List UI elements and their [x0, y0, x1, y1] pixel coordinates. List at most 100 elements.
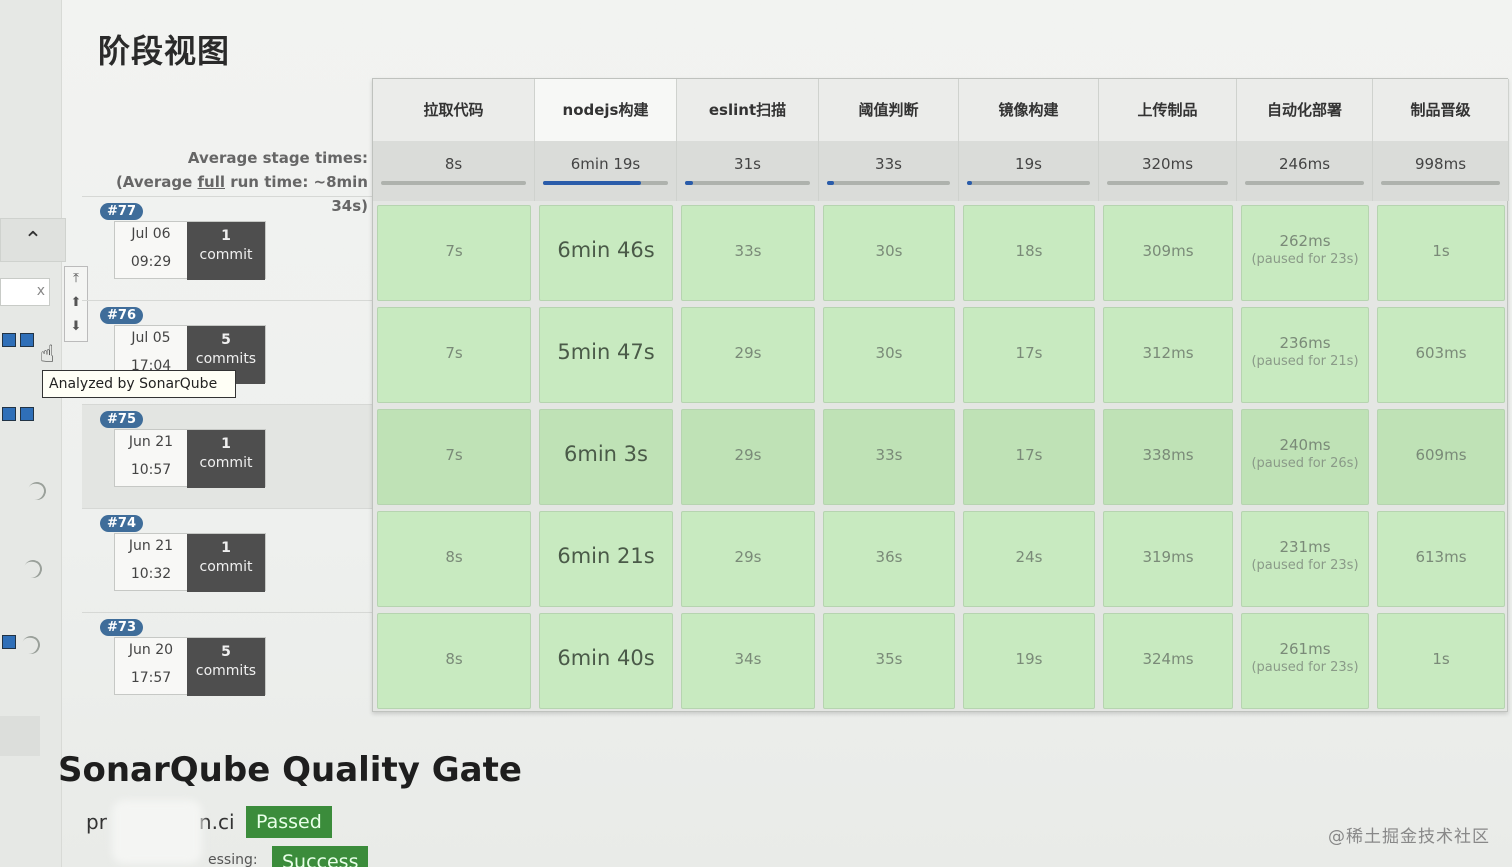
- stage-cell[interactable]: 36s: [823, 511, 955, 607]
- stage-paused-note: (paused for 26s): [1251, 456, 1359, 471]
- stage-cell[interactable]: 613ms: [1377, 511, 1505, 607]
- stage-cell[interactable]: 319ms: [1103, 511, 1233, 607]
- stage-cell[interactable]: 17s: [963, 307, 1095, 403]
- stage-cell[interactable]: 17s: [963, 409, 1095, 505]
- stage-cell[interactable]: 29s: [681, 409, 815, 505]
- stage-header: nodejs构建: [535, 79, 677, 141]
- build-number-badge[interactable]: #76: [100, 307, 143, 324]
- stage-duration: 17s: [1015, 446, 1043, 464]
- project-name-suffix: n.ci: [198, 810, 235, 834]
- stage-cell[interactable]: 34s: [681, 613, 815, 709]
- stage-cell[interactable]: 603ms: [1377, 307, 1505, 403]
- stage-cell[interactable]: 312ms: [1103, 307, 1233, 403]
- build-number-badge[interactable]: #77: [100, 203, 143, 220]
- stage-average-cell: 246ms: [1237, 141, 1373, 201]
- stage-cell[interactable]: 1s: [1377, 613, 1505, 709]
- arrow-top-icon[interactable]: ⤒: [73, 271, 79, 286]
- arrow-up-icon[interactable]: ⬆: [70, 295, 82, 310]
- average-stage-times-line: Average stage times:: [187, 149, 368, 167]
- stage-cell[interactable]: 29s: [681, 511, 815, 607]
- build-row[interactable]: #73 Jun 20 17:57 5 commits: [82, 612, 382, 716]
- build-history-scroll-control[interactable]: ⤒ ⬆ ⬇: [64, 266, 88, 342]
- stage-average-progress-bar: [685, 181, 810, 185]
- stage-cell[interactable]: 261ms (paused for 23s): [1241, 613, 1369, 709]
- build-filter-input[interactable]: x: [0, 278, 50, 306]
- stage-cell[interactable]: 231ms (paused for 23s): [1241, 511, 1369, 607]
- stage-cell[interactable]: 35s: [823, 613, 955, 709]
- clear-filter-icon[interactable]: x: [36, 283, 45, 299]
- stage-cell[interactable]: 33s: [823, 409, 955, 505]
- stage-header: 阈值判断: [819, 79, 959, 141]
- build-row[interactable]: #77 Jul 06 09:29 1 commit: [82, 196, 382, 300]
- stage-cell[interactable]: 24s: [963, 511, 1095, 607]
- stage-duration: 261ms: [1279, 640, 1331, 658]
- stage-duration: 29s: [734, 446, 762, 464]
- stage-average-progress-fill: [967, 181, 972, 185]
- stage-cell[interactable]: 324ms: [1103, 613, 1233, 709]
- commit-count: 1: [221, 228, 231, 244]
- full-run-link[interactable]: full: [197, 173, 226, 191]
- stage-cell[interactable]: 30s: [823, 205, 955, 301]
- stage-duration: 17s: [1015, 344, 1043, 362]
- stage-cell[interactable]: 7s: [377, 205, 531, 301]
- stage-duration: 309ms: [1142, 242, 1194, 260]
- stage-cell[interactable]: 18s: [963, 205, 1095, 301]
- sonarqube-icon[interactable]: [2, 407, 16, 421]
- stage-cell[interactable]: 29s: [681, 307, 815, 403]
- stage-cell[interactable]: 7s: [377, 409, 531, 505]
- build-number-badge[interactable]: #75: [100, 411, 143, 428]
- chevron-up-icon[interactable]: ⌃: [0, 218, 66, 262]
- arrow-down-icon[interactable]: ⬇: [70, 319, 82, 334]
- watermark: @稀土掘金技术社区: [1328, 827, 1490, 847]
- commit-count: 5: [221, 332, 231, 348]
- average-run-time-line: (Average full run time: ~8min: [110, 170, 368, 194]
- stage-cell[interactable]: 6min 46s: [539, 205, 673, 301]
- stage-cell[interactable]: 240ms (paused for 26s): [1241, 409, 1369, 505]
- commit-word: commit: [199, 247, 253, 263]
- stage-duration: 30s: [875, 242, 903, 260]
- commits-button[interactable]: 1 commit: [187, 430, 265, 488]
- stage-duration: 29s: [734, 344, 762, 362]
- stage-cell[interactable]: 5min 47s: [539, 307, 673, 403]
- build-time: 17:57: [130, 670, 172, 686]
- build-number-badge[interactable]: #73: [100, 619, 143, 636]
- build-number-badge[interactable]: #74: [100, 515, 143, 532]
- commits-button[interactable]: 1 commit: [187, 222, 265, 280]
- stage-cell[interactable]: 609ms: [1377, 409, 1505, 505]
- commits-button[interactable]: 1 commit: [187, 534, 265, 592]
- stage-cell[interactable]: 262ms (paused for 23s): [1241, 205, 1369, 301]
- stage-duration: 324ms: [1142, 650, 1194, 668]
- stage-cell[interactable]: 30s: [823, 307, 955, 403]
- stage-average-progress-bar: [967, 181, 1090, 185]
- stage-cell[interactable]: 338ms: [1103, 409, 1233, 505]
- stage-cell[interactable]: 8s: [377, 613, 531, 709]
- stage-average-time: 19s: [1015, 155, 1042, 173]
- stage-cell[interactable]: 1s: [1377, 205, 1505, 301]
- monitor-icon[interactable]: [2, 635, 16, 649]
- stage-paused-note: (paused for 23s): [1251, 660, 1359, 675]
- stage-cell[interactable]: 19s: [963, 613, 1095, 709]
- stage-cell[interactable]: 8s: [377, 511, 531, 607]
- stage-cell[interactable]: 6min 21s: [539, 511, 673, 607]
- project-name[interactable]: pr n.ci: [86, 810, 235, 834]
- stage-cell[interactable]: 309ms: [1103, 205, 1233, 301]
- stage-cell[interactable]: 33s: [681, 205, 815, 301]
- stage-header: 制品晋级: [1373, 79, 1509, 141]
- monitor-icon[interactable]: [20, 407, 34, 421]
- stage-duration: 8s: [445, 650, 463, 668]
- stage-duration: 1s: [1432, 242, 1450, 260]
- stage-cell[interactable]: 6min 40s: [539, 613, 673, 709]
- stage-duration: 338ms: [1142, 446, 1194, 464]
- build-row[interactable]: #75 Jun 21 10:57 1 commit: [82, 404, 382, 508]
- stage-average-cell: 33s: [819, 141, 959, 201]
- sonarqube-icon[interactable]: [2, 333, 16, 347]
- stage-average-progress-bar: [543, 181, 668, 185]
- stage-cell[interactable]: 6min 3s: [539, 409, 673, 505]
- stage-cell[interactable]: 7s: [377, 307, 531, 403]
- monitor-icon[interactable]: [20, 333, 34, 347]
- build-row[interactable]: #74 Jun 21 10:32 1 commit: [82, 508, 382, 612]
- stage-cell[interactable]: 236ms (paused for 21s): [1241, 307, 1369, 403]
- build-status-icons: [0, 632, 56, 652]
- stage-duration: 33s: [734, 242, 762, 260]
- commits-button[interactable]: 5 commits: [187, 638, 265, 696]
